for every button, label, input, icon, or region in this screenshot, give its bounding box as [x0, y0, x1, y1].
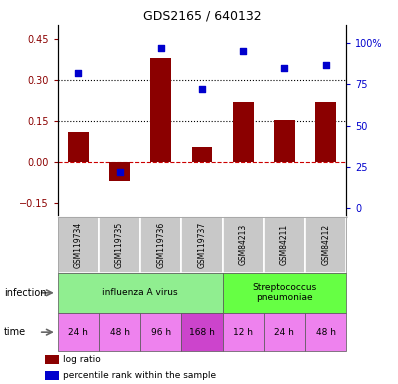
Text: 24 h: 24 h: [68, 328, 88, 337]
Text: influenza A virus: influenza A virus: [102, 288, 178, 297]
Bar: [181, 217, 222, 273]
Bar: [58, 217, 99, 273]
Text: time: time: [4, 327, 26, 337]
Text: GSM119734: GSM119734: [74, 222, 83, 268]
Bar: [315, 102, 336, 162]
Text: infection: infection: [4, 288, 47, 298]
Text: GSM84211: GSM84211: [280, 224, 289, 265]
Point: [281, 65, 288, 71]
Bar: [305, 217, 346, 273]
Text: GSM119737: GSM119737: [197, 222, 207, 268]
Bar: [45, 371, 59, 380]
Point: [116, 169, 123, 175]
Text: GSM119736: GSM119736: [156, 222, 165, 268]
Bar: [140, 217, 181, 273]
Text: GSM84213: GSM84213: [239, 224, 248, 265]
Bar: [150, 58, 171, 162]
Bar: [222, 273, 346, 313]
Bar: [264, 313, 305, 351]
Bar: [109, 162, 130, 181]
Point: [240, 48, 246, 55]
Bar: [45, 355, 59, 364]
Point: [199, 86, 205, 93]
Text: 96 h: 96 h: [151, 328, 171, 337]
Bar: [99, 313, 140, 351]
Title: GDS2165 / 640132: GDS2165 / 640132: [142, 9, 261, 22]
Bar: [181, 313, 222, 351]
Bar: [222, 313, 264, 351]
Bar: [222, 217, 264, 273]
Bar: [264, 217, 305, 273]
Bar: [192, 147, 212, 162]
Point: [322, 61, 329, 68]
Text: GSM119735: GSM119735: [115, 222, 124, 268]
Bar: [140, 313, 181, 351]
Text: log ratio: log ratio: [63, 355, 101, 364]
Bar: [233, 102, 254, 162]
Text: 12 h: 12 h: [233, 328, 253, 337]
Text: percentile rank within the sample: percentile rank within the sample: [63, 371, 216, 380]
Text: 24 h: 24 h: [275, 328, 295, 337]
Bar: [58, 313, 99, 351]
Bar: [58, 273, 222, 313]
Bar: [274, 119, 295, 162]
Text: 48 h: 48 h: [316, 328, 336, 337]
Bar: [305, 313, 346, 351]
Text: 48 h: 48 h: [109, 328, 129, 337]
Text: Streptococcus
pneumoniae: Streptococcus pneumoniae: [252, 283, 316, 303]
Bar: [68, 132, 89, 162]
Point: [75, 70, 82, 76]
Bar: [99, 217, 140, 273]
Text: 168 h: 168 h: [189, 328, 215, 337]
Text: GSM84212: GSM84212: [321, 224, 330, 265]
Point: [158, 45, 164, 51]
